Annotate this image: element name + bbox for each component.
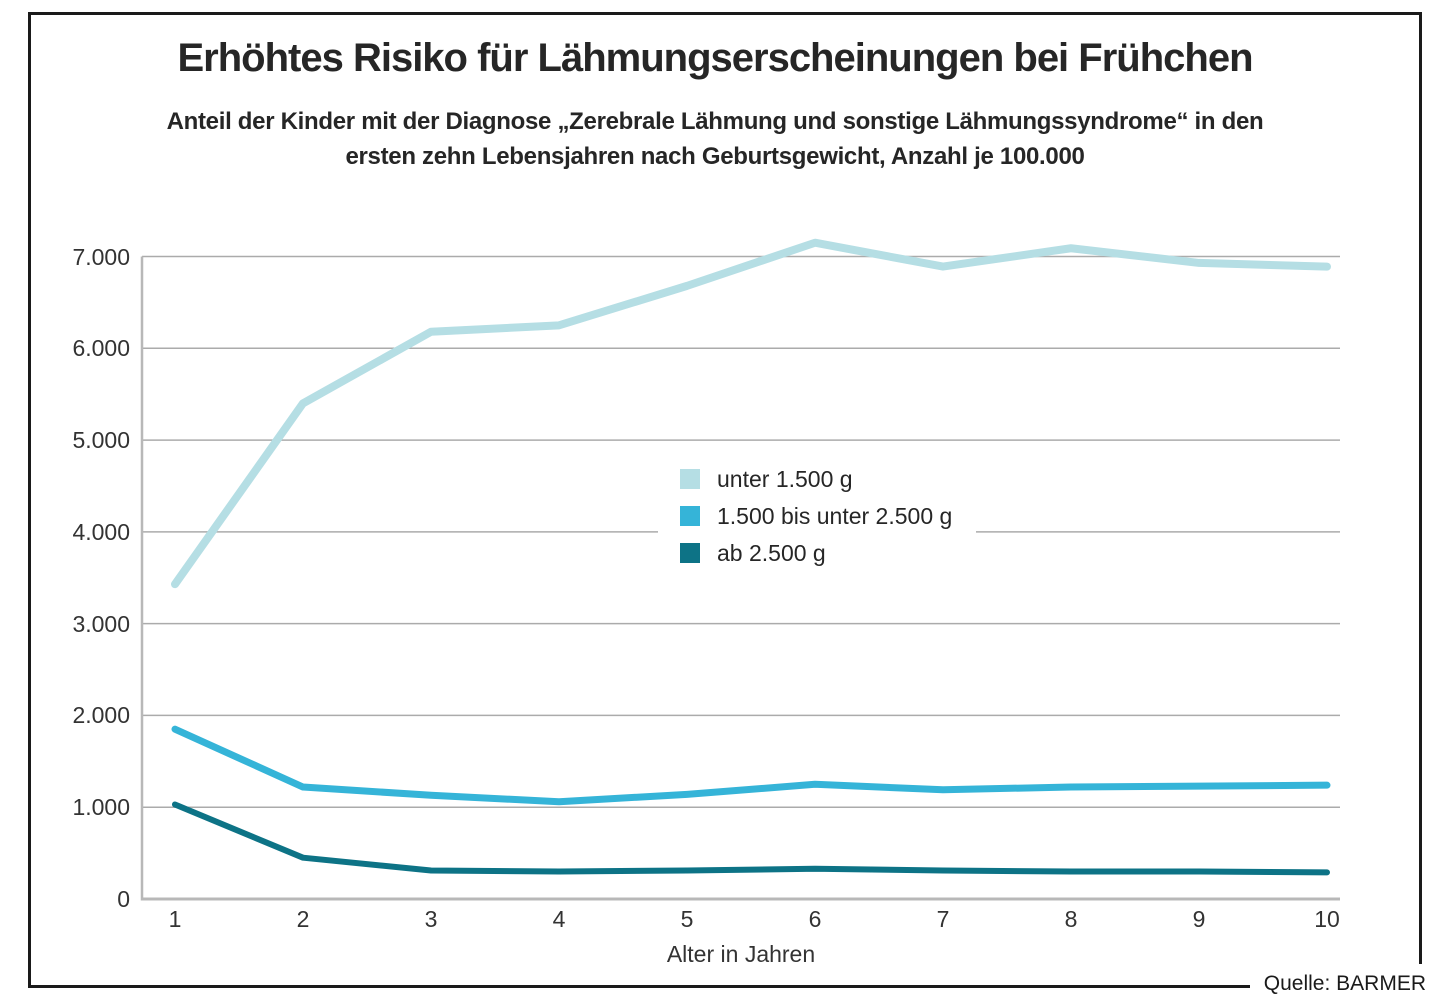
x-tick-label: 2 (296, 906, 310, 932)
chart-subtitle: Anteil der Kinder mit der Diagnose „Zere… (0, 104, 1430, 174)
series-line-1 (171, 725, 1331, 806)
chart-frame (28, 12, 1422, 988)
legend-label: ab 2.500 g (717, 539, 826, 566)
y-tick-label: 2.000 (72, 702, 130, 729)
chart-title: Erhöhtes Risiko für Lähmungserscheinunge… (177, 36, 1253, 80)
y-tick-label: 4.000 (72, 518, 130, 545)
chart-subtitle-line-2: ersten zehn Lebensjahren nach Geburtsgew… (345, 143, 1085, 170)
y-tick-label: 6.000 (72, 335, 130, 362)
x-tick-label: 9 (1192, 906, 1206, 932)
legend-item-2: ab 2.500 g (680, 540, 952, 566)
x-tick-label: 4 (552, 906, 566, 932)
legend-item-1: 1.500 bis unter 2.500 g (680, 503, 952, 529)
series-line-2 (172, 801, 1330, 876)
x-tick-label: 1 (168, 906, 182, 932)
x-tick-label: 7 (936, 906, 950, 932)
legend-label: unter 1.500 g (717, 465, 853, 492)
legend: unter 1.500 g 1.500 bis unter 2.500 g ab 2… (658, 452, 977, 580)
legend-swatch-icon (680, 543, 700, 563)
legend-swatch-icon (680, 506, 700, 526)
x-tick-label: 10 (1314, 906, 1340, 932)
x-tick-label: 8 (1064, 906, 1078, 932)
x-tick-label: 6 (808, 906, 822, 932)
y-tick-label: 5.000 (72, 427, 130, 454)
source-label: Quelle: BARMER (1249, 964, 1430, 1005)
y-tick-label: 3.000 (72, 610, 130, 637)
chart-subtitle-line-1: Anteil der Kinder mit der Diagnose „Zere… (166, 108, 1264, 135)
series-line-0 (171, 238, 1331, 589)
y-tick-label: 1.000 (72, 794, 130, 821)
legend-swatch-icon (680, 469, 700, 489)
x-tick-label: 3 (424, 906, 438, 932)
legend-item-0: unter 1.500 g (680, 466, 952, 492)
legend-label: 1.500 bis unter 2.500 g (717, 502, 953, 529)
x-tick-label: 5 (680, 906, 694, 932)
x-axis-title: Alter in Jahren (666, 941, 816, 967)
y-tick-label: 7.000 (72, 243, 130, 270)
y-tick-label: 0 (117, 886, 130, 912)
